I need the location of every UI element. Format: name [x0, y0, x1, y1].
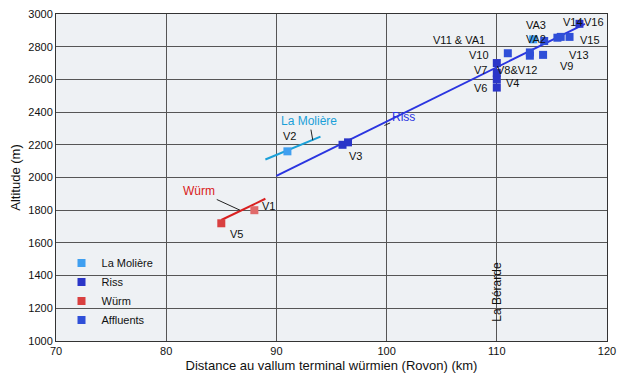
svg-text:1200: 1200 [28, 302, 52, 314]
svg-text:100: 100 [377, 345, 395, 357]
svg-text:Würm: Würm [183, 184, 215, 198]
svg-text:120: 120 [598, 345, 616, 357]
svg-text:V4: V4 [506, 77, 519, 89]
svg-text:V3: V3 [349, 150, 362, 162]
svg-text:90: 90 [270, 345, 282, 357]
svg-text:2200: 2200 [28, 139, 52, 151]
svg-text:VA2: VA2 [526, 33, 546, 45]
svg-text:Riss: Riss [102, 276, 124, 288]
svg-text:La Molière: La Molière [281, 114, 337, 128]
svg-text:V2: V2 [283, 130, 296, 142]
svg-text:Distance au vallum terminal wü: Distance au vallum terminal würmien (Rov… [186, 358, 478, 373]
svg-text:V1: V1 [262, 200, 275, 212]
svg-text:La Bérarde: La Bérarde [490, 262, 504, 322]
svg-text:2800: 2800 [28, 41, 52, 53]
svg-text:70: 70 [50, 345, 62, 357]
svg-text:1400: 1400 [28, 269, 52, 281]
svg-text:1600: 1600 [28, 237, 52, 249]
svg-text:V10: V10 [469, 49, 489, 61]
svg-text:V6: V6 [474, 82, 487, 94]
svg-text:2000: 2000 [28, 171, 52, 183]
svg-text:V8&V12: V8&V12 [497, 64, 537, 76]
svg-text:110: 110 [488, 345, 506, 357]
svg-text:80: 80 [160, 345, 172, 357]
svg-text:2600: 2600 [28, 73, 52, 85]
svg-text:Würm: Würm [102, 295, 131, 307]
svg-text:Altitude (m): Altitude (m) [8, 144, 23, 210]
svg-text:Riss: Riss [392, 110, 415, 124]
svg-text:V15: V15 [580, 34, 600, 46]
svg-text:2400: 2400 [28, 106, 52, 118]
svg-text:V11 & VA1: V11 & VA1 [433, 34, 485, 46]
svg-text:V5: V5 [230, 228, 243, 240]
svg-text:3000: 3000 [28, 8, 52, 20]
svg-text:VA3: VA3 [526, 19, 546, 31]
svg-text:V14: V14 [563, 16, 583, 28]
svg-text:V9: V9 [560, 60, 573, 72]
svg-text:V13: V13 [569, 49, 589, 61]
svg-text:V16: V16 [584, 16, 604, 28]
svg-text:V7: V7 [474, 64, 487, 76]
svg-text:Affluents: Affluents [102, 314, 145, 326]
svg-text:1800: 1800 [28, 204, 52, 216]
svg-text:1000: 1000 [28, 335, 52, 347]
svg-text:La Molière: La Molière [102, 257, 153, 269]
